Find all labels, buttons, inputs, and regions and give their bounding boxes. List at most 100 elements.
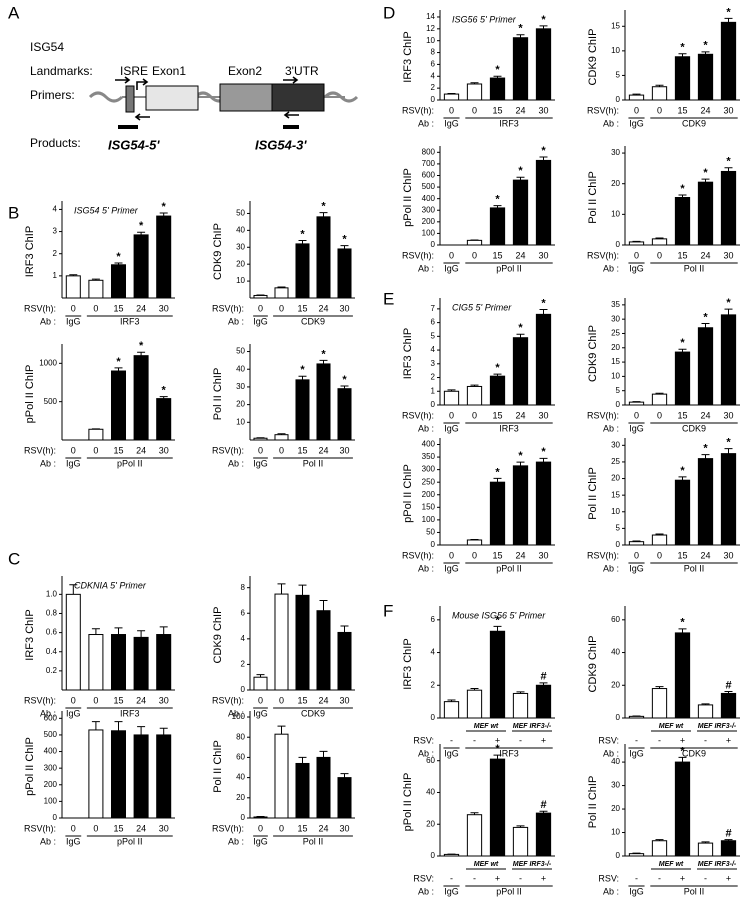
significance-mark: * — [495, 466, 500, 478]
exon2-label: Exon2 — [228, 64, 262, 78]
row-label: Ab : — [603, 118, 619, 128]
bar — [720, 314, 737, 406]
x-tick-label: - — [658, 735, 661, 745]
bar — [535, 28, 552, 101]
y-tick-label: 30 — [611, 440, 620, 449]
error-bar — [277, 583, 286, 595]
y-tick-label: 7 — [431, 304, 436, 313]
y-axis-label: Pol II ChIP — [587, 467, 599, 520]
y-tick-label: 10 — [611, 371, 620, 380]
x-tick-label: 15 — [492, 250, 502, 260]
bar — [697, 458, 714, 546]
x-tick-label: - — [519, 735, 522, 745]
x-tick-label: - — [473, 873, 476, 883]
error-bar — [493, 75, 502, 79]
x-tick-label: 30 — [159, 823, 169, 833]
group-label: IgG — [629, 423, 644, 433]
error-bar — [159, 396, 168, 399]
group-label: CDK9 — [682, 748, 706, 758]
y-tick-label: 1000 — [39, 358, 57, 367]
exon2-box — [219, 83, 273, 112]
y-tick-label: 300 — [422, 205, 436, 214]
bar — [628, 853, 645, 857]
x-tick-label: 0 — [657, 105, 662, 115]
landmarks-label: Landmarks: — [30, 64, 93, 78]
x-tick-label: 15 — [113, 823, 123, 833]
bar — [443, 93, 460, 101]
row-label: Ab : — [603, 423, 619, 433]
group-label: CDK9 — [301, 708, 325, 718]
significance-mark: * — [541, 297, 546, 309]
y-tick-label: 6 — [431, 60, 436, 69]
error-bar — [724, 839, 733, 841]
group-label: IgG — [444, 748, 459, 758]
x-tick-label: 30 — [723, 105, 733, 115]
bar — [133, 734, 149, 819]
error-bar — [137, 726, 146, 735]
error-bar — [256, 437, 265, 439]
y-tick-label: 14 — [426, 12, 435, 21]
row-label: Ab : — [40, 836, 56, 846]
bar — [489, 207, 506, 246]
error-bar — [159, 626, 168, 635]
group-label: pPol II — [117, 458, 143, 468]
error-bar — [678, 628, 687, 633]
bar — [651, 688, 668, 719]
error-bar — [493, 754, 502, 760]
bar — [295, 379, 310, 441]
y-tick-label: 600 — [44, 713, 58, 722]
x-tick-label: 24 — [136, 445, 146, 455]
x-tick-label: 24 — [318, 445, 328, 455]
significance-mark: * — [726, 156, 731, 168]
bar — [156, 398, 172, 441]
error-bar — [724, 17, 733, 23]
significance-mark: # — [725, 679, 731, 691]
x-tick-label: + — [541, 873, 546, 883]
bar — [466, 539, 483, 546]
bar — [88, 279, 104, 299]
y-tick-label: 5 — [616, 523, 621, 532]
y-tick-label: 25 — [611, 329, 620, 338]
y-tick-label: 30 — [611, 781, 620, 790]
x-tick-label: 0 — [472, 550, 477, 560]
row-label: RSV(h): — [402, 410, 434, 420]
y-axis-label: CDK9 ChIP — [212, 223, 224, 280]
y-tick-label: 500 — [44, 397, 58, 406]
bar — [253, 816, 268, 819]
bar — [443, 701, 460, 719]
error-bar — [447, 92, 456, 95]
x-tick-label: 15 — [677, 550, 687, 560]
subgroup-label: MEF IRF3-/- — [698, 861, 737, 868]
group-label: IgG — [629, 886, 644, 896]
significance-mark: * — [680, 465, 685, 477]
significance-mark: * — [518, 23, 523, 35]
bar — [535, 461, 552, 546]
x-tick-label: - — [658, 873, 661, 883]
y-axis-label: IRF3 ChIP — [402, 31, 414, 82]
error-bar — [632, 240, 641, 242]
row-label: Ab : — [228, 316, 244, 326]
y-tick-label: 25 — [611, 457, 620, 466]
group-label: pPol II — [496, 263, 522, 273]
y-tick-label: 35 — [611, 300, 620, 309]
y-tick-label: 20 — [611, 474, 620, 483]
y-tick-label: 3 — [431, 359, 436, 368]
group-label: IgG — [66, 316, 81, 326]
subgroup-label: MEF wt — [659, 861, 684, 868]
y-tick-label: 500 — [422, 182, 436, 191]
bar — [316, 610, 331, 691]
bar — [489, 375, 506, 406]
group-label: IgG — [444, 423, 459, 433]
y-tick-label: 0 — [241, 813, 246, 822]
error-bar — [516, 461, 525, 466]
significance-mark: * — [680, 183, 685, 195]
bar — [651, 534, 668, 546]
x-tick-label: 30 — [723, 410, 733, 420]
y-tick-label: 0 — [616, 95, 621, 104]
bar — [295, 594, 310, 691]
bar — [489, 630, 506, 719]
subgroup-label: MEF wt — [659, 723, 684, 730]
x-tick-label: + — [680, 873, 685, 883]
error-bar — [655, 839, 664, 841]
y-axis-label: IRF3 ChIP — [402, 638, 414, 689]
